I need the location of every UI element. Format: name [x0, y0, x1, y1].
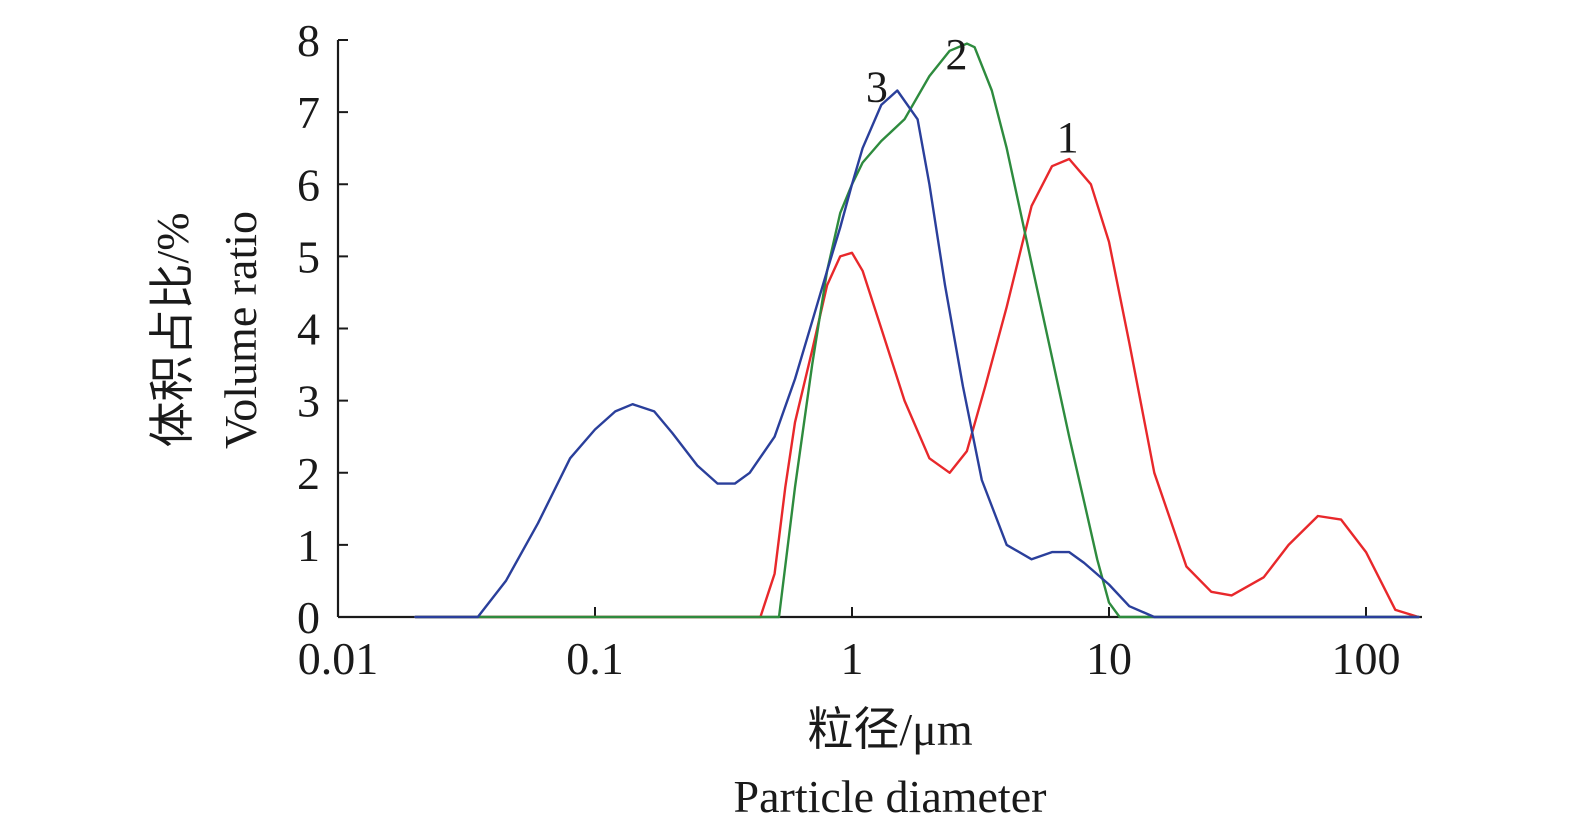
- y-tick-label: 3: [297, 376, 320, 427]
- chart-series: [414, 42, 1420, 619]
- chart-axes: [336, 40, 1422, 619]
- chart-ticks: 0 1 2 3 4 5 6 7 8 0.01 0.1 1 10 100: [297, 15, 1401, 684]
- y-tick-label: 6: [297, 159, 320, 210]
- y-tick-label: 5: [297, 231, 320, 282]
- x-axis-title-zh: 粒径/μm: [807, 704, 972, 755]
- series-label-2: 2: [945, 30, 967, 79]
- x-tick-label: 0.01: [298, 633, 379, 684]
- series-label-1: 1: [1057, 113, 1079, 162]
- x-axis-title-en: Particle diameter: [734, 771, 1047, 822]
- chart-series-labels: 1 2 3: [866, 30, 1079, 162]
- x-tick-label: 100: [1332, 633, 1401, 684]
- series-label-3: 3: [866, 62, 888, 111]
- x-tick-label: 10: [1086, 633, 1132, 684]
- y-tick-label: 1: [297, 520, 320, 571]
- y-tick-label: 8: [297, 15, 320, 66]
- y-tick-label: 4: [297, 304, 320, 355]
- series-line-3: [414, 89, 1420, 619]
- y-tick-label: 7: [297, 87, 320, 138]
- y-tick-label: 2: [297, 448, 320, 499]
- x-tick-label: 1: [841, 633, 864, 684]
- y-axis-title-zh: 体积占比/%: [147, 212, 198, 447]
- y-axis-title-en: Volume ratio: [215, 211, 266, 449]
- series-line-1: [414, 157, 1420, 619]
- series-line-2: [414, 42, 1420, 619]
- x-tick-label: 0.1: [566, 633, 624, 684]
- y-tick-label: 0: [297, 592, 320, 643]
